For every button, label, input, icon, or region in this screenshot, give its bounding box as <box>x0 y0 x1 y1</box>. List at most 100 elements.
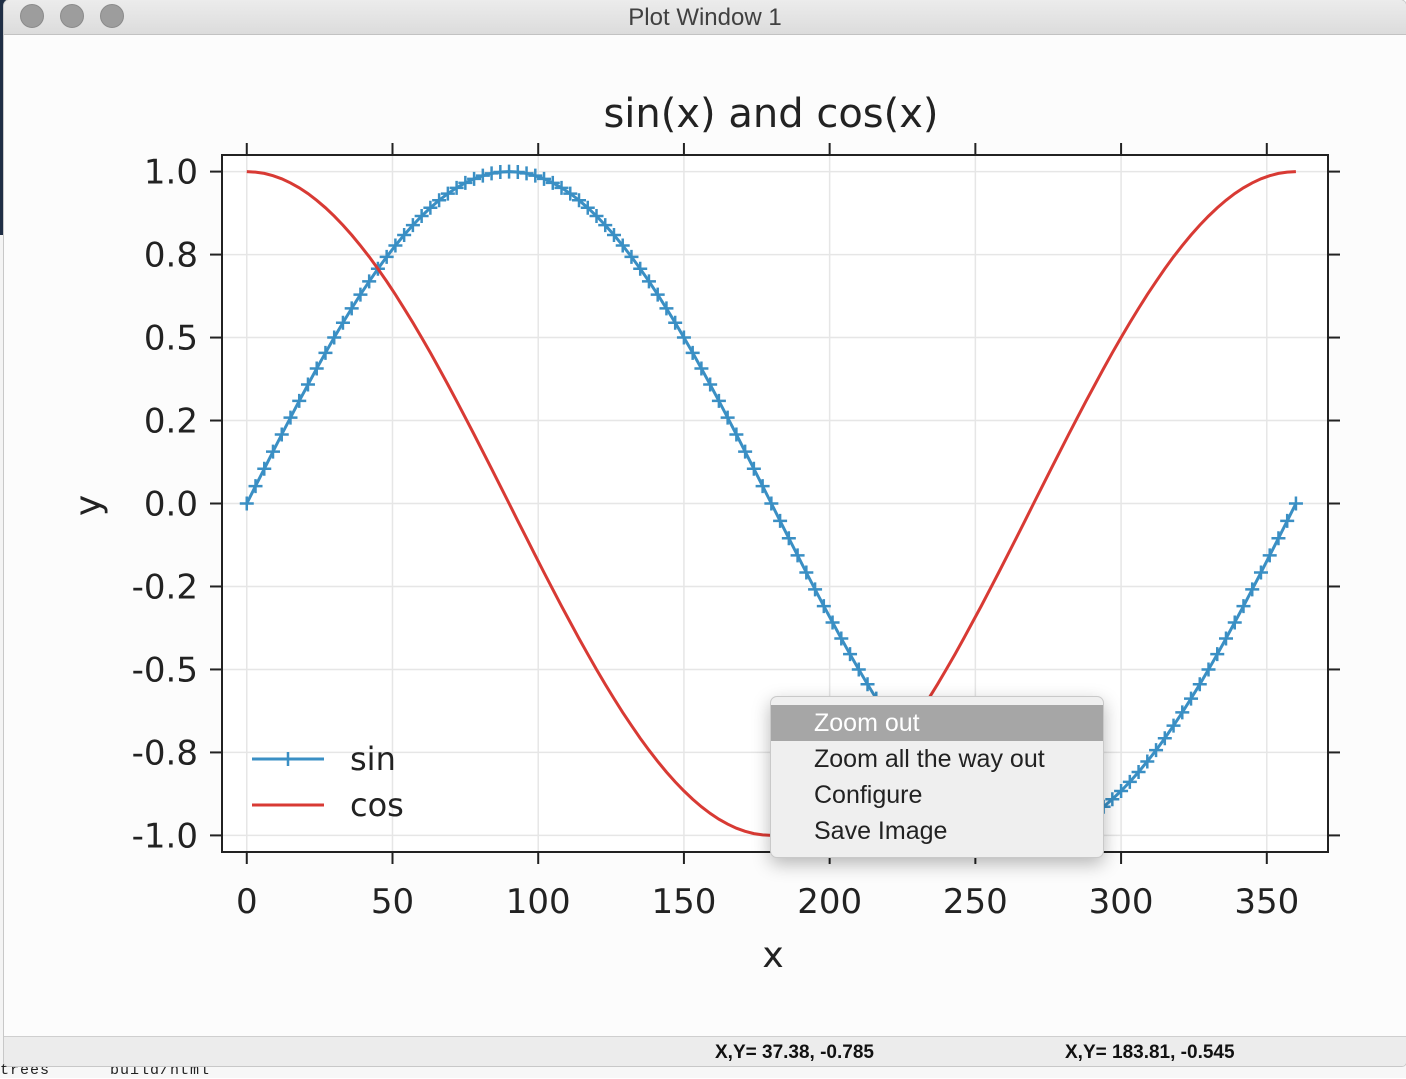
data-point-sin <box>484 166 499 181</box>
data-point-sin <box>729 427 744 442</box>
data-point-sin <box>467 171 482 186</box>
cursor-coordinates-left: X,Y= 37.38, -0.785 <box>715 1042 874 1063</box>
data-point-sin <box>318 345 333 360</box>
data-point-sin <box>1210 647 1225 662</box>
x-tick-label: 200 <box>797 882 862 922</box>
data-point-sin <box>1166 718 1181 733</box>
data-point-sin <box>746 461 761 476</box>
data-point-sin <box>572 193 587 208</box>
y-tick-label: 1.0 <box>144 153 198 193</box>
data-point-sin <box>344 301 359 316</box>
data-point-sin <box>860 677 875 692</box>
plot-canvas[interactable]: 0 50 100 150 200 250 300 350 1.0 0.8 0.5 0.2 0.0 -0.2… <box>4 35 1406 1035</box>
data-point-sin <box>1149 743 1164 758</box>
title-bar[interactable]: Plot Window 1 <box>4 0 1406 35</box>
data-point-sin <box>720 410 735 425</box>
x-tick-label: 100 <box>506 882 571 922</box>
data-point-sin <box>624 249 639 264</box>
data-point-sin <box>1245 582 1260 597</box>
data-point-sin <box>1236 599 1251 614</box>
y-axis-label: y <box>68 495 109 516</box>
data-point-sin <box>274 427 289 442</box>
data-point-sin <box>703 377 718 392</box>
data-point-sin <box>1157 731 1172 746</box>
data-point-sin <box>388 238 403 253</box>
data-point-sin <box>1253 565 1268 580</box>
data-point-sin <box>825 615 840 630</box>
x-tick-label: 250 <box>943 882 1008 922</box>
data-point-sin <box>1192 677 1207 692</box>
data-point-sin <box>606 227 621 242</box>
y-tick-label: -0.5 <box>132 650 198 690</box>
menu-item-zoom-all-the-way-out[interactable]: Zoom all the way out <box>814 745 1045 773</box>
data-point-sin <box>1114 783 1129 798</box>
data-point-sin <box>432 193 447 208</box>
data-point-sin <box>676 330 691 345</box>
data-point-sin <box>309 361 324 376</box>
x-tick-label: 350 <box>1234 882 1299 922</box>
data-point-sin <box>423 200 438 215</box>
data-point-sin <box>790 548 805 563</box>
x-tick-label: 50 <box>371 882 414 922</box>
menu-item-zoom-out[interactable]: Zoom out <box>771 705 1103 741</box>
x-tick-label: 150 <box>651 882 716 922</box>
data-point-sin <box>1131 765 1146 780</box>
data-point-sin <box>554 180 569 195</box>
data-point-sin <box>248 479 263 494</box>
x-axis-label: x <box>762 935 783 976</box>
y-tick-label: 0.0 <box>144 485 198 525</box>
data-point-sin <box>773 513 788 528</box>
legend-marker-sin <box>281 752 295 766</box>
data-point-sin <box>545 175 560 190</box>
data-point-sin <box>537 171 552 186</box>
data-point-sin <box>458 175 473 190</box>
data-point-sin <box>816 599 831 614</box>
window-title: Plot Window 1 <box>628 4 782 31</box>
data-point-sin <box>1201 662 1216 677</box>
data-point-sin <box>580 200 595 215</box>
minimize-button[interactable] <box>60 4 84 28</box>
x-tick-label: 300 <box>1089 882 1154 922</box>
chart[interactable]: 0 50 100 150 200 250 300 350 1.0 0.8 0.5 0.2 0.0 -0.2… <box>4 35 1406 1035</box>
x-tick-label: 0 <box>236 882 258 922</box>
data-point-sin <box>685 345 700 360</box>
chart-title: sin(x) and cos(x) <box>603 91 938 137</box>
data-point-sin <box>440 186 455 201</box>
data-point-sin <box>414 209 429 224</box>
data-point-sin <box>1288 496 1303 511</box>
data-point-sin <box>843 647 858 662</box>
data-point-sin <box>283 410 298 425</box>
data-point-sin <box>694 361 709 376</box>
zoom-button[interactable] <box>100 4 124 28</box>
data-point-sin <box>1262 548 1277 563</box>
menu-item-configure[interactable]: Configure <box>814 781 923 809</box>
data-point-sin <box>239 496 254 511</box>
data-point-sin <box>1271 531 1286 546</box>
data-point-sin <box>808 582 823 597</box>
data-point-sin <box>598 218 613 233</box>
data-point-sin <box>615 238 630 253</box>
data-point-sin <box>519 166 534 181</box>
menu-item-save-image[interactable]: Save Image <box>814 817 948 845</box>
context-menu: Zoom out Zoom all the way out Configure … <box>770 696 1104 858</box>
legend-label-sin: sin <box>350 740 396 778</box>
data-point-sin <box>851 662 866 677</box>
y-tick-label: -1.0 <box>132 816 198 856</box>
data-point-sin <box>266 444 281 459</box>
data-point-sin <box>528 168 543 183</box>
data-point-sin <box>1140 754 1155 769</box>
y-tick-label: 0.5 <box>144 319 198 359</box>
data-point-sin <box>755 479 770 494</box>
status-bar: X,Y= 37.38, -0.785 X,Y= 183.81, -0.545 <box>4 1036 1406 1066</box>
data-point-sin <box>1175 705 1190 720</box>
data-point-sin <box>764 496 779 511</box>
background-terminal-text: trees build/html <box>0 1062 211 1079</box>
legend-label-cos: cos <box>350 786 404 824</box>
data-point-sin <box>362 274 377 289</box>
background-terminal-strip <box>0 235 6 1078</box>
data-point-sin <box>1219 631 1233 646</box>
data-point-sin <box>563 186 578 201</box>
close-button[interactable] <box>20 4 44 28</box>
data-point-sin <box>589 209 604 224</box>
data-point-sin <box>799 565 814 580</box>
